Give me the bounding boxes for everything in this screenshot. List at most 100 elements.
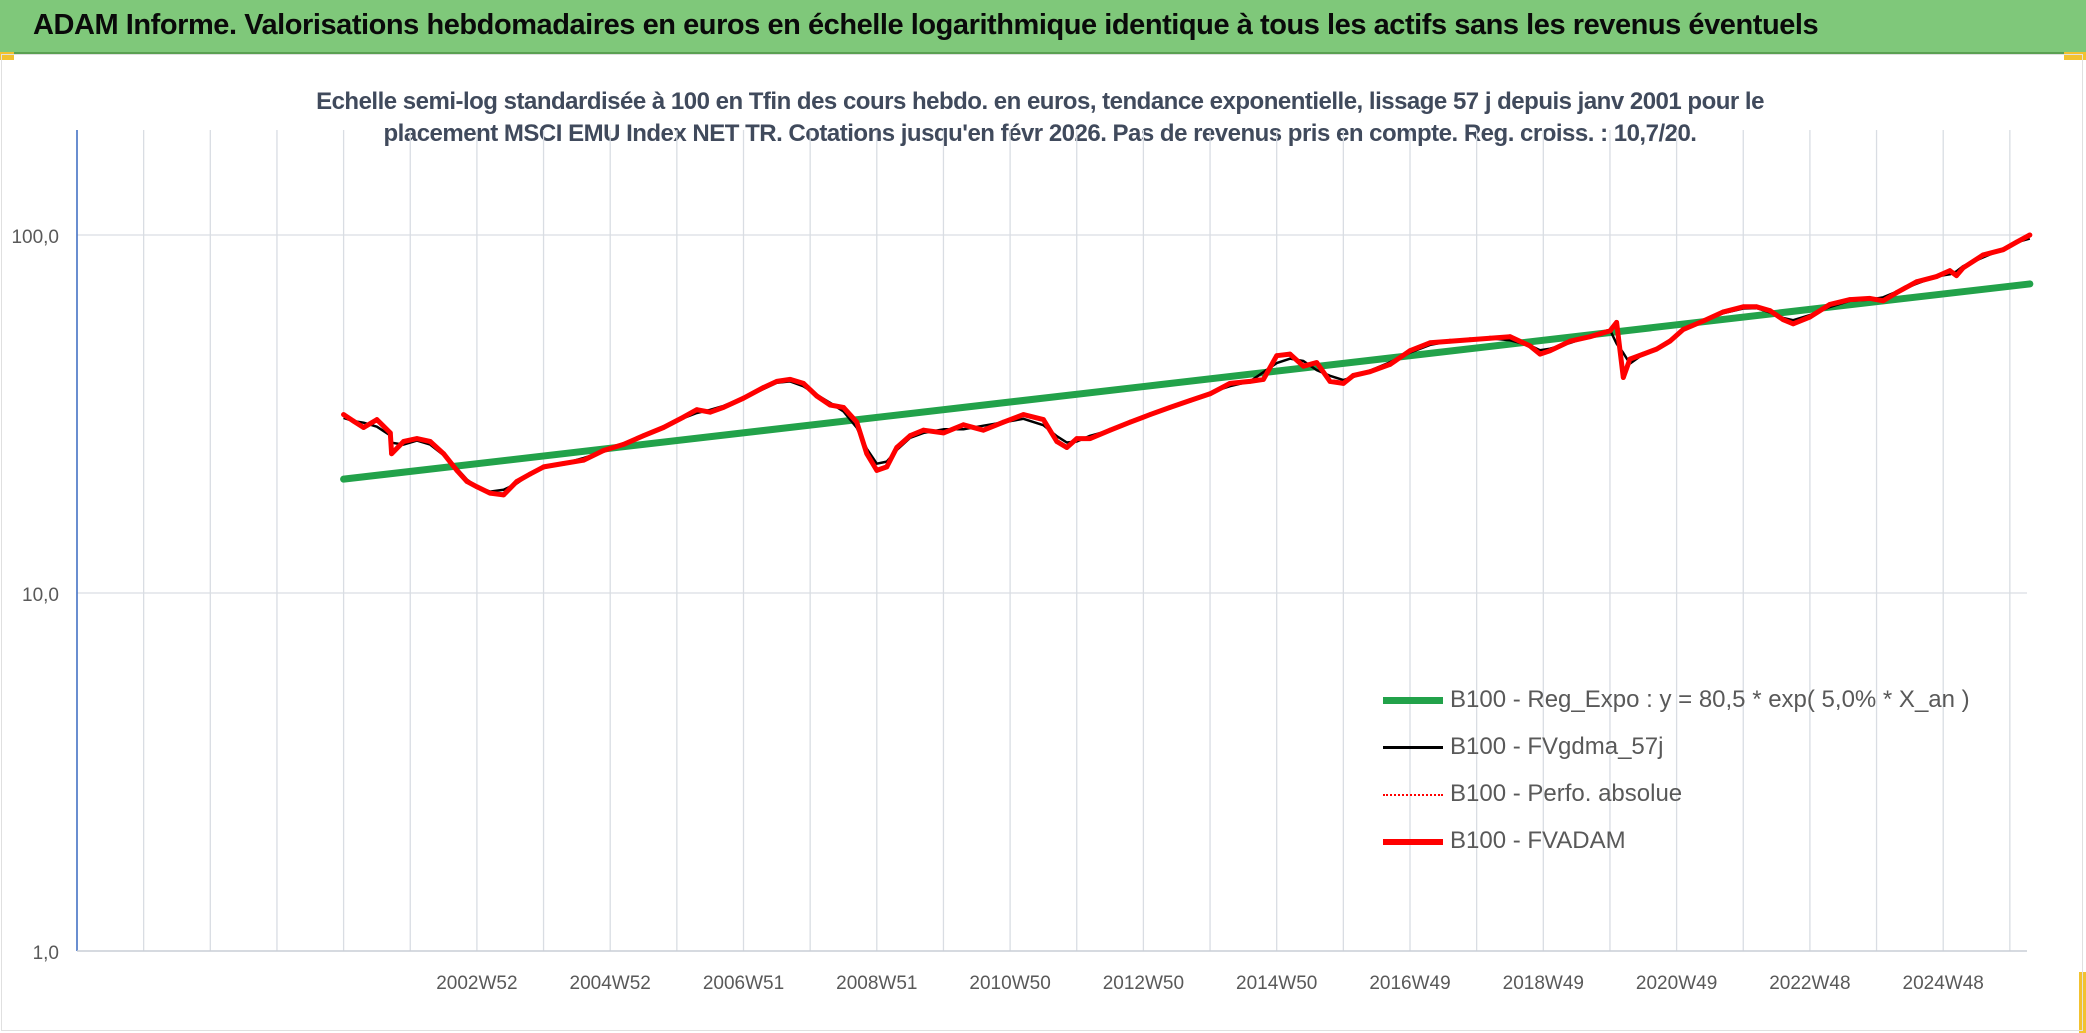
data-point bbox=[1960, 265, 1966, 271]
data-point bbox=[2027, 232, 2033, 238]
data-point bbox=[874, 468, 880, 473]
data-point bbox=[341, 412, 346, 417]
data-point bbox=[1614, 320, 1619, 325]
data-point bbox=[1807, 314, 1813, 320]
data-point bbox=[787, 377, 793, 382]
data-point bbox=[1247, 379, 1253, 384]
data-point bbox=[2014, 239, 2019, 245]
data-point bbox=[1227, 381, 1233, 386]
data-point bbox=[741, 395, 746, 401]
data-point bbox=[501, 492, 506, 498]
data-point bbox=[941, 430, 946, 436]
series bbox=[340, 232, 2034, 498]
data-point bbox=[854, 419, 860, 425]
data-point bbox=[1147, 412, 1153, 417]
chart-title-line-1: Echelle semi-log standardisée à 100 en T… bbox=[316, 88, 1764, 115]
data-point bbox=[1527, 343, 1533, 349]
legend-swatch-smooth bbox=[1383, 746, 1443, 749]
data-point bbox=[1167, 405, 1173, 410]
data-point bbox=[1914, 279, 1919, 285]
data-point bbox=[1567, 338, 1573, 344]
data-point bbox=[527, 471, 533, 477]
data-point bbox=[894, 445, 900, 450]
data-point bbox=[541, 464, 546, 470]
chart-title: Echelle semi-log standardisée à 100 en T… bbox=[180, 86, 1900, 150]
legend-swatch-main bbox=[1383, 839, 1443, 845]
data-point bbox=[621, 442, 626, 447]
data-point bbox=[1547, 348, 1553, 354]
data-point bbox=[981, 427, 986, 433]
data-point bbox=[1327, 379, 1333, 384]
data-point bbox=[884, 464, 890, 470]
data-point bbox=[1021, 412, 1026, 417]
data-point bbox=[1537, 351, 1543, 357]
data-point bbox=[1700, 318, 1706, 324]
data-point bbox=[487, 490, 493, 496]
chart-legend: B100 - Reg_Expo : y = 80,5 * exp( 5,0% *… bbox=[1383, 682, 2003, 872]
data-point bbox=[1947, 268, 1953, 274]
x-tick-label: 2010W50 bbox=[969, 973, 1050, 994]
legend-item-trend: B100 - Reg_Expo : y = 80,5 * exp( 5,0% *… bbox=[1383, 682, 2003, 722]
data-point bbox=[1301, 363, 1306, 369]
data-point bbox=[1980, 252, 1986, 258]
data-point bbox=[1790, 321, 1796, 327]
data-point bbox=[1880, 298, 1886, 304]
data-point bbox=[1074, 436, 1080, 441]
data-point bbox=[1827, 302, 1833, 307]
legend-item-main: B100 - FVADAM bbox=[1383, 823, 2003, 863]
gridlines bbox=[77, 130, 2027, 951]
data-point bbox=[1261, 377, 1266, 382]
data-point bbox=[1740, 304, 1746, 310]
data-point bbox=[1607, 328, 1613, 334]
x-tick-label: 2018W49 bbox=[1503, 973, 1584, 994]
data-point bbox=[361, 425, 366, 430]
data-point bbox=[454, 468, 460, 473]
data-point bbox=[414, 436, 420, 441]
legend-label-trend: B100 - Reg_Expo : y = 80,5 * exp( 5,0% *… bbox=[1450, 686, 1970, 713]
data-point bbox=[1341, 381, 1346, 386]
y-tick-label: 1,0 bbox=[33, 943, 59, 964]
y-tick-label: 10,0 bbox=[22, 585, 59, 606]
data-point bbox=[1041, 417, 1046, 422]
data-point bbox=[1894, 290, 1899, 296]
data-point bbox=[1934, 274, 1939, 279]
data-point bbox=[1287, 351, 1293, 357]
data-point bbox=[864, 451, 870, 457]
data-point bbox=[601, 448, 606, 453]
x-tick-label: 2014W50 bbox=[1236, 973, 1317, 994]
data-point bbox=[1274, 353, 1280, 359]
data-point bbox=[1680, 327, 1686, 332]
data-point bbox=[387, 430, 393, 436]
legend-label-main: B100 - FVADAM bbox=[1450, 827, 1626, 854]
data-point bbox=[1054, 439, 1060, 444]
x-tick-label: 2024W48 bbox=[1903, 973, 1984, 994]
data-point bbox=[1754, 304, 1759, 310]
data-point bbox=[761, 385, 766, 390]
data-point bbox=[841, 405, 846, 410]
data-point bbox=[389, 451, 394, 457]
data-point bbox=[374, 417, 380, 422]
data-point bbox=[1064, 445, 1070, 450]
y-tick-label: 100,0 bbox=[11, 227, 59, 248]
data-point bbox=[1627, 356, 1633, 362]
x-tick-label: 2012W50 bbox=[1103, 973, 1184, 994]
data-point bbox=[1314, 360, 1320, 365]
data-point bbox=[1407, 348, 1413, 354]
data-point bbox=[474, 484, 480, 490]
data-point bbox=[641, 433, 646, 439]
data-point bbox=[921, 427, 926, 433]
data-point bbox=[464, 479, 470, 484]
data-point bbox=[514, 479, 520, 484]
data-point bbox=[1847, 297, 1853, 302]
data-point bbox=[1127, 419, 1133, 425]
x-tick-label: 2020W49 bbox=[1636, 973, 1717, 994]
data-point bbox=[661, 425, 666, 430]
data-point bbox=[707, 409, 713, 415]
legend-label-dotted: B100 - Perfo. absolue bbox=[1450, 780, 1683, 807]
data-point bbox=[351, 418, 356, 424]
data-point bbox=[1087, 436, 1093, 441]
series-main-line bbox=[341, 232, 2033, 498]
data-point bbox=[1640, 351, 1646, 357]
data-point bbox=[1667, 338, 1673, 344]
chart-frame bbox=[1, 54, 2083, 1031]
